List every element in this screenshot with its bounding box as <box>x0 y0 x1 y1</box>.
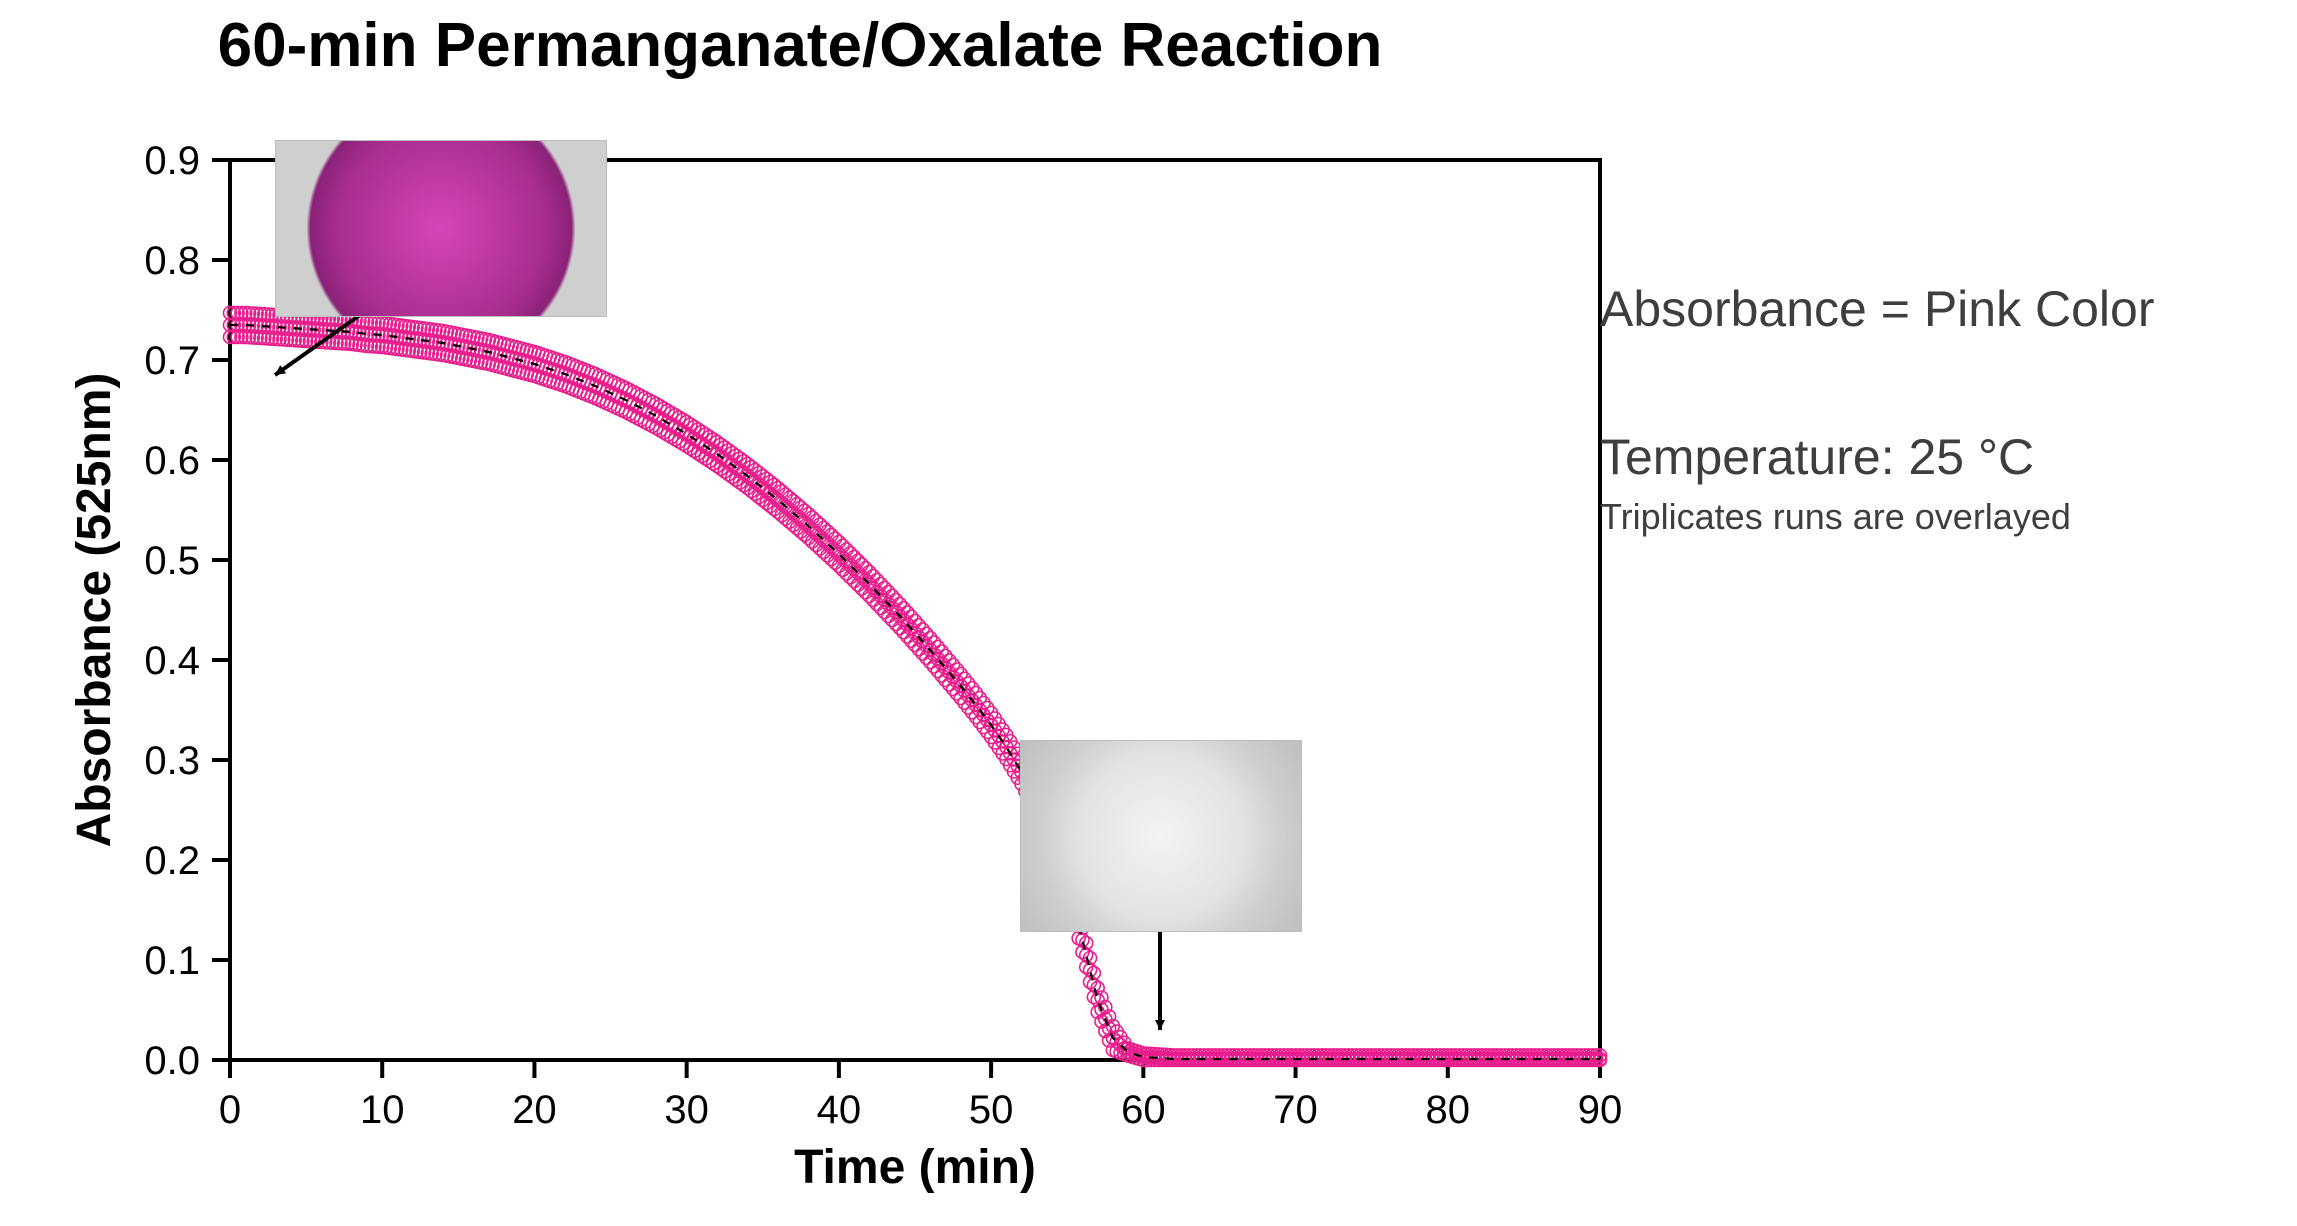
svg-text:80: 80 <box>1426 1088 1471 1132</box>
svg-text:90: 90 <box>1578 1088 1623 1132</box>
svg-text:10: 10 <box>360 1088 405 1132</box>
svg-text:0.5: 0.5 <box>144 539 200 583</box>
svg-text:0.4: 0.4 <box>144 639 200 683</box>
svg-text:30: 30 <box>664 1088 709 1132</box>
svg-text:70: 70 <box>1273 1088 1318 1132</box>
annotation-absorbance: Absorbance = Pink Color <box>1600 280 2280 338</box>
svg-text:50: 50 <box>969 1088 1014 1132</box>
svg-text:0.0: 0.0 <box>144 1039 200 1083</box>
inset-photo-clear <box>1020 740 1302 932</box>
svg-text:0.2: 0.2 <box>144 839 200 883</box>
svg-text:40: 40 <box>817 1088 862 1132</box>
svg-text:0.9: 0.9 <box>144 139 200 183</box>
svg-text:0.7: 0.7 <box>144 339 200 383</box>
svg-text:20: 20 <box>512 1088 557 1132</box>
svg-text:0.1: 0.1 <box>144 939 200 983</box>
page-title: 60-min Permanganate/Oxalate Reaction <box>0 10 1600 81</box>
annotation-triplicates: Triplicates runs are overlayed <box>1600 496 2280 538</box>
svg-text:0.8: 0.8 <box>144 239 200 283</box>
svg-text:0.3: 0.3 <box>144 739 200 783</box>
inset-photo-pink <box>275 140 607 317</box>
svg-text:0: 0 <box>219 1088 241 1132</box>
svg-text:Time (min): Time (min) <box>794 1141 1036 1194</box>
annotation-temperature: Temperature: 25 °C <box>1600 428 2280 486</box>
svg-text:0.6: 0.6 <box>144 439 200 483</box>
svg-text:Absorbance (525nm): Absorbance (525nm) <box>68 373 121 848</box>
svg-text:60: 60 <box>1121 1088 1166 1132</box>
chart-container: 01020304050607080900.00.10.20.30.40.50.6… <box>60 150 1610 1195</box>
page: 60-min Permanganate/Oxalate Reaction 0 10… <box>0 0 2297 1226</box>
side-annotations: Absorbance = Pink Color Temperature: 25 … <box>1600 280 2280 538</box>
